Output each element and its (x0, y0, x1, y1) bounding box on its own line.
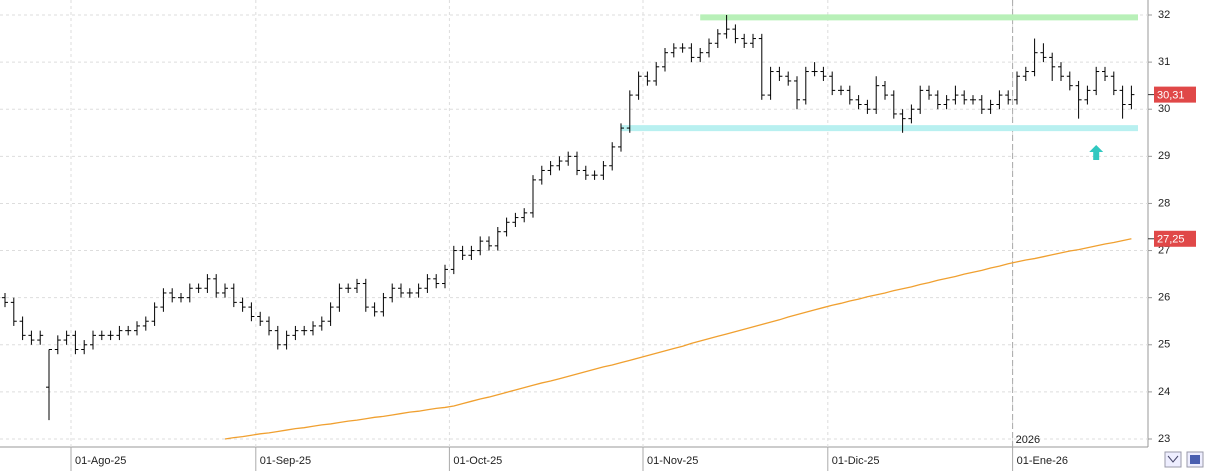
x-tick-label: 01-Dic-25 (832, 455, 880, 467)
zoom-button[interactable] (1164, 451, 1182, 468)
x-tick-label: 01-Oct-25 (453, 455, 502, 467)
x-tick-label: 01-Ene-26 (1017, 455, 1068, 467)
price-label-box (1154, 230, 1196, 247)
y-tick-label: 28 (1158, 197, 1170, 209)
price-label: 30,31 (1157, 90, 1185, 102)
y-tick-label: 25 (1158, 339, 1170, 351)
x-tick-label: 01-Sep-25 (260, 455, 311, 467)
zoom-icon (1167, 455, 1179, 463)
moving-average (224, 238, 1132, 440)
y-tick-label: 31 (1158, 56, 1170, 68)
y-tick-label: 29 (1158, 150, 1170, 162)
x-tick-label: 01-Nov-25 (647, 455, 698, 467)
price-label: 27,25 (1157, 234, 1185, 246)
price-label-box (1154, 86, 1196, 103)
save-icon (1190, 455, 1200, 464)
y-tick-label: 24 (1158, 386, 1170, 398)
y-tick-label: 30 (1158, 103, 1170, 115)
y-tick-label: 26 (1158, 292, 1170, 304)
x-tick-label: 01-Ago-25 (75, 455, 126, 467)
y-tick-label: 32 (1158, 9, 1170, 21)
y-tick-label: 27 (1158, 244, 1170, 256)
signal-arrow (1089, 144, 1104, 160)
year-marker: 2026 (1016, 434, 1040, 446)
y-tick-label: 23 (1158, 433, 1170, 445)
